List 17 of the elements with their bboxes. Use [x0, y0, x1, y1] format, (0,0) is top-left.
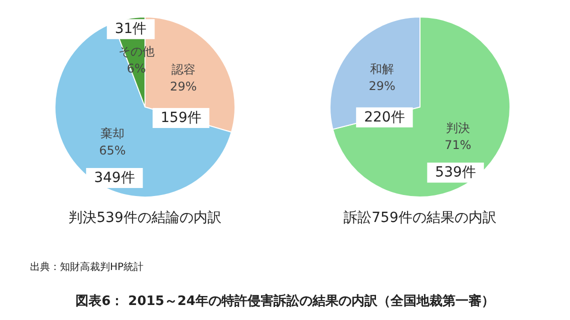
text: 図表6： 2015～24年の特許侵害訴訟の結果の内訳（全国地裁第一審）: [74, 292, 496, 310]
slice-label: 和解: [370, 62, 394, 76]
text: 29%: [170, 80, 197, 94]
data-label: 220件: [364, 109, 405, 126]
text: 訴訟759件の結果の内訳: [344, 210, 496, 226]
slice-label: 認容: [171, 62, 196, 77]
text: 29%: [368, 79, 396, 94]
data-label: 349件: [94, 170, 135, 186]
slice-label: 判決: [446, 120, 470, 135]
slice-label: 棄却: [100, 126, 124, 141]
text: 判決539件の結論の内訳: [68, 210, 222, 226]
text: 71%: [444, 138, 472, 152]
data-label: 539件: [435, 164, 476, 181]
data-label: 31件: [114, 21, 147, 38]
source-note: 出典：知財高裁判HP統計: [30, 260, 144, 274]
data-label: 159件: [160, 110, 202, 126]
text: 65%: [99, 144, 126, 158]
